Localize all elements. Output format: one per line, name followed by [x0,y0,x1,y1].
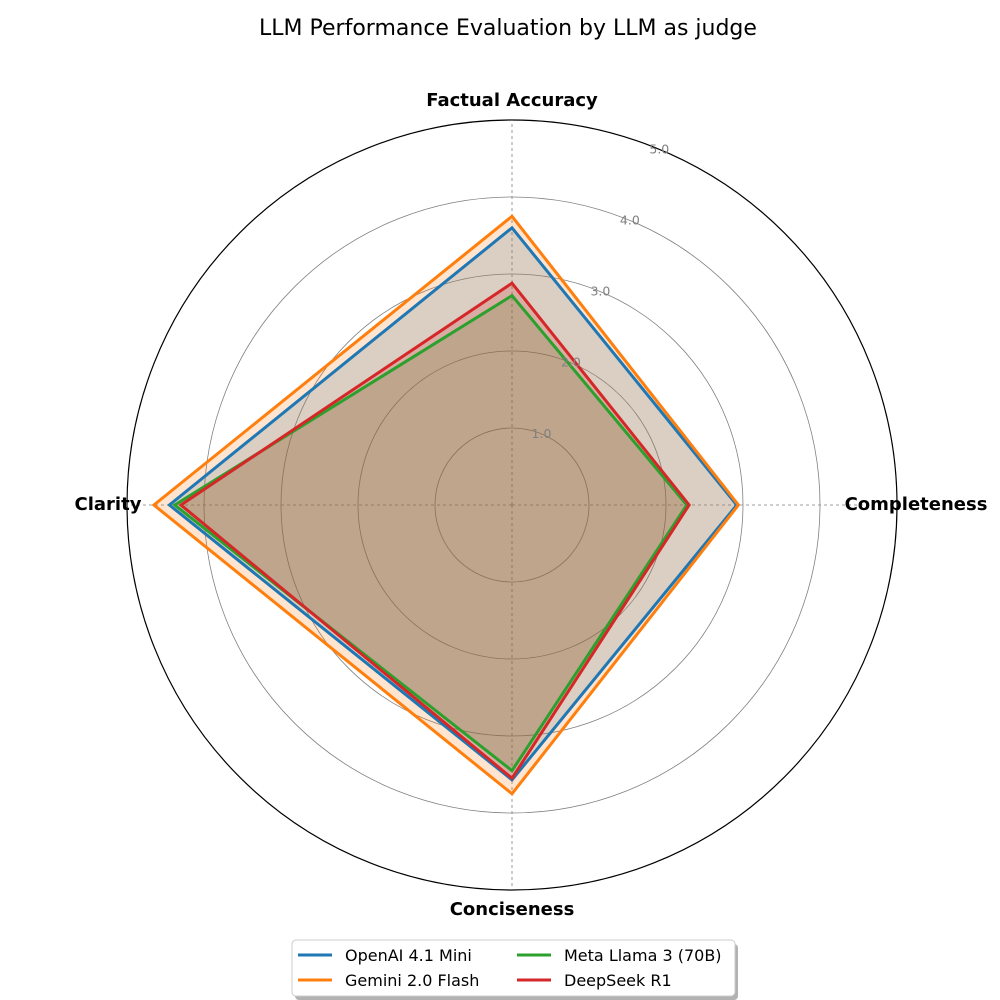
series-line-gemini-2-0-flash [151,214,741,796]
legend-label-deepseek-r1: DeepSeek R1 [564,971,672,990]
axis-label-conciseness: Conciseness [450,899,575,920]
legend-label-openai-4.1-mini: OpenAI 4.1 Mini [345,946,472,965]
legend-frame [291,939,736,997]
series-fill-deepseek-r1 [180,283,690,779]
radial-tick-label: 4.0 [620,212,640,227]
radar-grid [126,119,898,891]
axis-label-factual-accuracy: Factual Accuracy [426,90,598,111]
radial-tick-label: 3.0 [590,284,610,299]
legend: OpenAI 4.1 Mini Gemini 2.0 Flash Meta Ll… [291,939,738,1000]
legend-label-gemini-2.0-flash: Gemini 2.0 Flash [345,971,479,990]
radar-grid-circle [434,427,590,583]
series-fill-openai-4-1-mini [169,227,737,780]
series-line-deepseek-r1 [178,281,691,781]
series-lines [151,214,741,796]
radial-tick-label: 5.0 [649,141,669,156]
axis-label-completeness: Completeness [845,494,988,515]
legend-label-meta-llama-3: Meta Llama 3 (70B) [564,946,722,965]
radial-tick-label: 1.0 [532,426,552,441]
chart-title: LLM Performance Evaluation by LLM as jud… [259,16,757,41]
radar-grid-circle [357,350,667,660]
axis-label-clarity: Clarity [75,494,142,515]
series-fills [153,216,739,794]
radial-tick-label: 2.0 [561,355,581,370]
radial-tick-labels: 1.0 2.0 3.0 4.0 5.0 [532,141,670,441]
series-fill-meta-llama-3-70b [174,295,687,771]
